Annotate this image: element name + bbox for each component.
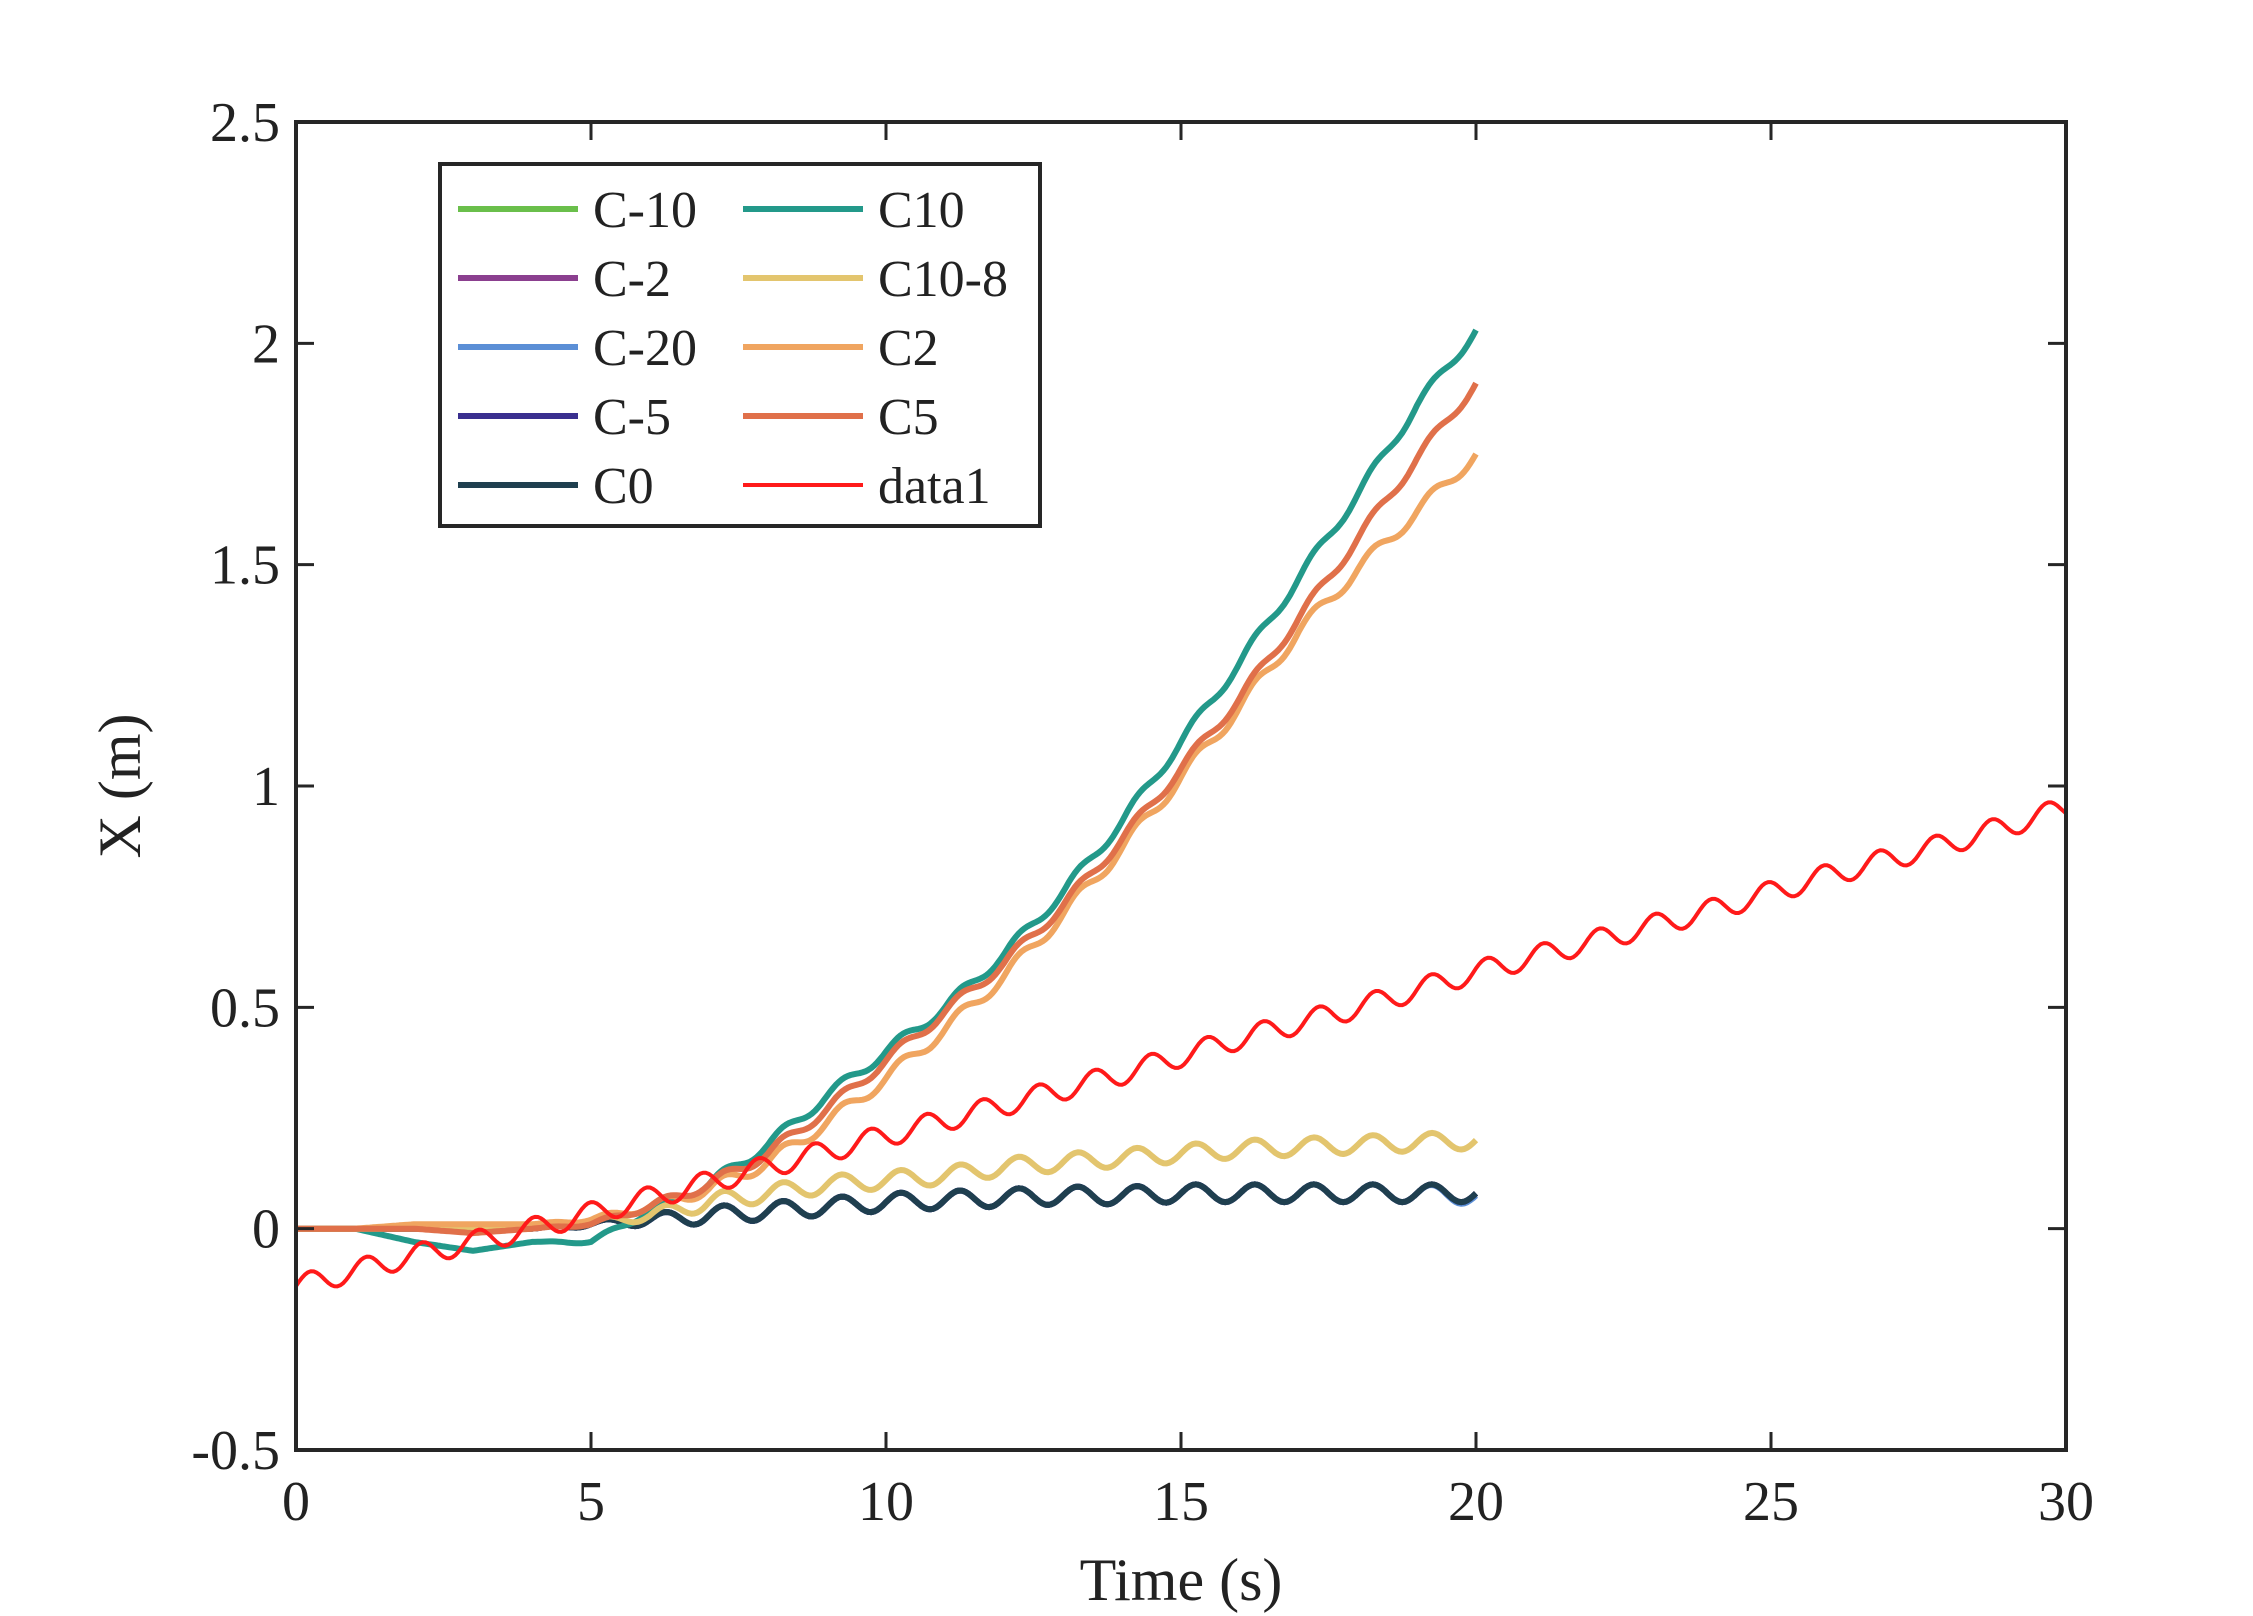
y-tick-labels: -0.5 0 0.5 1 1.5 2 2.5 [191,92,280,1482]
legend: C-10 C-2 C-20 C-5 C0 C10 C10-8 C2 C5 data1 [438,162,1042,528]
x-tick-label: 25 [1743,1471,1799,1533]
series-line-C10 [295,328,1479,1254]
y-tick-label: 2.5 [210,92,280,154]
legend-label-C2: C2 [878,320,939,377]
y-tick-label: 0 [252,1199,280,1261]
y-tick-label: 2 [252,313,280,375]
y-tick-label: 1.5 [210,535,280,597]
x-tick-label: 0 [282,1471,310,1533]
legend-label-C-2: C-2 [593,251,671,308]
legend-label-C-5: C-5 [593,389,671,446]
legend-label-C-10: C-10 [593,182,697,239]
x-tick-label: 5 [577,1471,605,1533]
legend-label-C-20: C-20 [593,320,697,377]
x-tick-label: 30 [2038,1471,2094,1533]
y-tick-label: 0.5 [210,977,280,1039]
x-axis-label: Time (s) [1080,1547,1283,1613]
series-line-data1 [294,800,2068,1289]
legend-label-C0: C0 [593,458,654,515]
x-tick-label: 15 [1153,1471,1209,1533]
legend-label-data1: data1 [878,458,991,515]
legend-label-C10: C10 [878,182,965,239]
series-line-C10-8 [295,1129,1479,1232]
series-line-C2 [295,452,1479,1232]
x-tick-label: 10 [858,1471,914,1533]
y-axis-label: X (m) [87,714,153,859]
x-tick-label: 20 [1448,1471,1504,1533]
tick-marks [294,120,2068,1452]
legend-label-C10-8: C10-8 [878,251,1008,308]
series-line-C5 [295,381,1479,1237]
x-tick-labels: 0 5 10 15 20 25 30 [282,1471,2094,1533]
y-tick-label: 1 [252,756,280,818]
plot-lines [294,328,2068,1289]
y-tick-label: -0.5 [191,1420,280,1482]
legend-label-C5: C5 [878,389,939,446]
